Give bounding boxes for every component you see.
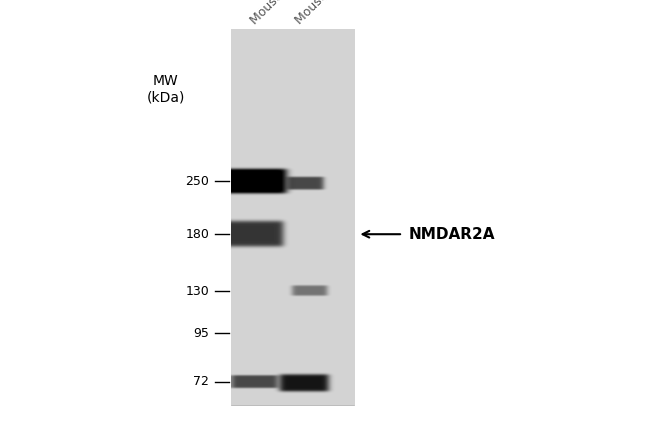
Text: Mouse lung: Mouse lung bbox=[293, 0, 353, 27]
Text: 130: 130 bbox=[185, 285, 209, 298]
Text: 250: 250 bbox=[185, 175, 209, 188]
Text: 72: 72 bbox=[194, 376, 209, 388]
Text: Mouse brain: Mouse brain bbox=[248, 0, 311, 27]
Text: MW
(kDa): MW (kDa) bbox=[146, 74, 185, 104]
Bar bbox=[231, 30, 354, 405]
Text: 180: 180 bbox=[185, 228, 209, 241]
Text: 95: 95 bbox=[194, 327, 209, 340]
Text: NMDAR2A: NMDAR2A bbox=[408, 227, 495, 242]
